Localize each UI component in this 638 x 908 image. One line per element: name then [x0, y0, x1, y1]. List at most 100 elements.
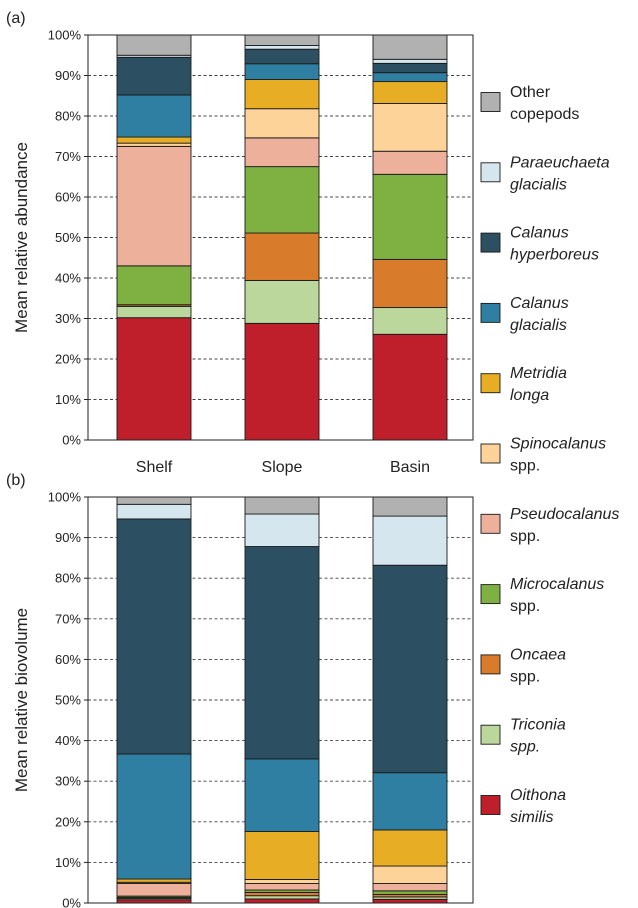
bar-segment-paraeuchaeta-glacialis [116, 503, 192, 520]
legend-item-paraeuchaeta-glacialis: Paraeuchaeta glacialis [480, 154, 610, 193]
y-tick-label: 30% [55, 774, 81, 789]
legend-item-metridia-longa: Metridia longa [480, 365, 567, 404]
y-axis-label: Mean relative biovolume [12, 608, 31, 792]
legend-item-oncaea-spp: Oncaea spp. [480, 646, 566, 685]
legend-item-other-copepods: Other copepods [480, 84, 579, 123]
legend-label: Oncaea [510, 646, 566, 663]
legend-label: Calanus [510, 225, 569, 242]
legend-swatch [480, 795, 501, 815]
bar-segment-metridia-longa [244, 79, 320, 110]
panel-a-abundance-chart: (a) 0% 10% 20% 30% 40% 50% 60% 70% 80% 90% 100% Mean… [6, 10, 474, 476]
y-tick-label: 0% [62, 896, 81, 908]
bar-segment-other-copepods [244, 34, 320, 46]
legend-item-calanus-hyperboreus: Calanus hyperboreus [480, 225, 599, 264]
legend-swatch [480, 724, 501, 745]
legend-item-spinocalanus-spp: Spinocalanus spp. [480, 436, 606, 475]
y-tick-label: 70% [55, 611, 81, 626]
legend-item-pseudocalanus-spp: Pseudocalanus spp. [480, 506, 619, 545]
bar-segment-calanus-glacialis [372, 72, 448, 83]
bar-segment-calanus-hyperboreus [244, 546, 320, 760]
bar-segment-oithona-similis [244, 898, 320, 904]
legend-label: spp. [510, 458, 540, 475]
bar-segment-calanus-hyperboreus [116, 518, 192, 755]
legend-label: Metridia [510, 365, 567, 382]
legend-swatch [480, 302, 501, 323]
y-tick-label: 70% [55, 149, 81, 164]
y-tick-label: 80% [55, 109, 81, 124]
y-tick-label: 20% [55, 352, 81, 367]
bar-segment-calanus-hyperboreus [372, 62, 448, 74]
legend-swatch [480, 654, 501, 675]
bar-segment-microcalanus-spp [372, 890, 448, 895]
bar-basin [372, 496, 448, 904]
panel-label: (b) [6, 472, 26, 489]
bar-segment-paraeuchaeta-glacialis [244, 45, 320, 50]
legend-item-oithona-similis: Oithona similis [480, 787, 566, 826]
bar-segment-microcalanus-spp [116, 265, 192, 306]
bar-segment-paraeuchaeta-glacialis [244, 513, 320, 547]
legend-label: Oithona [510, 787, 566, 804]
legend-label: spp. [510, 598, 540, 615]
legend-label: Triconia [510, 717, 566, 734]
plot-frame [87, 496, 474, 904]
bar-segment-spinocalanus-spp [372, 102, 448, 152]
bar-segment-metridia-longa [372, 81, 448, 104]
bar-segment-calanus-hyperboreus [372, 564, 448, 774]
y-tick-label: 80% [55, 571, 81, 586]
bar-segment-oithona-similis [372, 898, 448, 904]
bar-segment-microcalanus-spp [372, 173, 448, 260]
y-tick-label: 40% [55, 733, 81, 748]
bar-segment-triconia-spp [116, 305, 192, 319]
bar-segment-spinocalanus-spp [116, 142, 192, 147]
legend-item-triconia-spp: Triconia spp. [480, 717, 566, 756]
y-tick-label: 0% [62, 433, 81, 448]
legend-swatch [480, 584, 501, 605]
bar-segment-oncaea-spp [244, 232, 320, 281]
bar-segment-oncaea-spp [372, 258, 448, 309]
legend-label: Spinocalanus [510, 436, 606, 453]
bar-segment-spinocalanus-spp [244, 108, 320, 139]
bar-segment-spinocalanus-spp [372, 865, 448, 884]
bar-segment-oithona-similis [116, 317, 192, 441]
legend-label: Other [510, 84, 551, 101]
legend-label: similis [510, 809, 554, 826]
bar-segment-pseudocalanus-spp [372, 150, 448, 175]
bar-segment-metridia-longa [116, 136, 192, 144]
plot-frame [87, 34, 474, 441]
panel-label: (a) [6, 10, 26, 27]
legend-label: Microcalanus [510, 576, 604, 593]
bar-segment-pseudocalanus-spp [116, 145, 192, 267]
y-tick-label: 90% [55, 530, 81, 545]
legend-label: glacialis [510, 317, 567, 334]
bar-segment-other-copepods [372, 34, 448, 60]
y-tick-label: 10% [55, 855, 81, 870]
y-tick-label: 50% [55, 693, 81, 708]
y-tick-label: 10% [55, 392, 81, 407]
y-tick-label: 90% [55, 68, 81, 83]
legend-item-microcalanus-spp: Microcalanus spp. [480, 576, 604, 615]
legend-swatch [480, 373, 501, 394]
bar-segment-pseudocalanus-spp [244, 137, 320, 168]
bar-slope [244, 34, 320, 441]
bar-segment-spinocalanus-spp [244, 879, 320, 884]
y-tick-label: 60% [55, 190, 81, 205]
legend-label: Paraeuchaeta [510, 154, 610, 171]
legend-label: glacialis [510, 176, 567, 193]
x-category-label: Slope [262, 459, 303, 476]
legend-label: longa [510, 387, 549, 404]
bar-segment-oithona-similis [372, 333, 448, 441]
bar-basin [372, 34, 448, 441]
bar-segment-triconia-spp [244, 895, 320, 900]
bar-segment-other-copepods [116, 34, 192, 56]
bar-segment-calanus-glacialis [372, 772, 448, 831]
y-tick-label: 50% [55, 230, 81, 245]
legend-label: hyperboreus [510, 247, 599, 264]
bar-segment-oncaea-spp [244, 891, 320, 897]
legend-swatch [480, 92, 501, 112]
y-tick-label: 30% [55, 311, 81, 326]
bar-segment-other-copepods [372, 496, 448, 517]
legend-label: Calanus [510, 295, 569, 312]
bar-segment-paraeuchaeta-glacialis [372, 515, 448, 566]
legend-label: Pseudocalanus [510, 506, 619, 523]
bar-segment-pseudocalanus-spp [372, 883, 448, 892]
